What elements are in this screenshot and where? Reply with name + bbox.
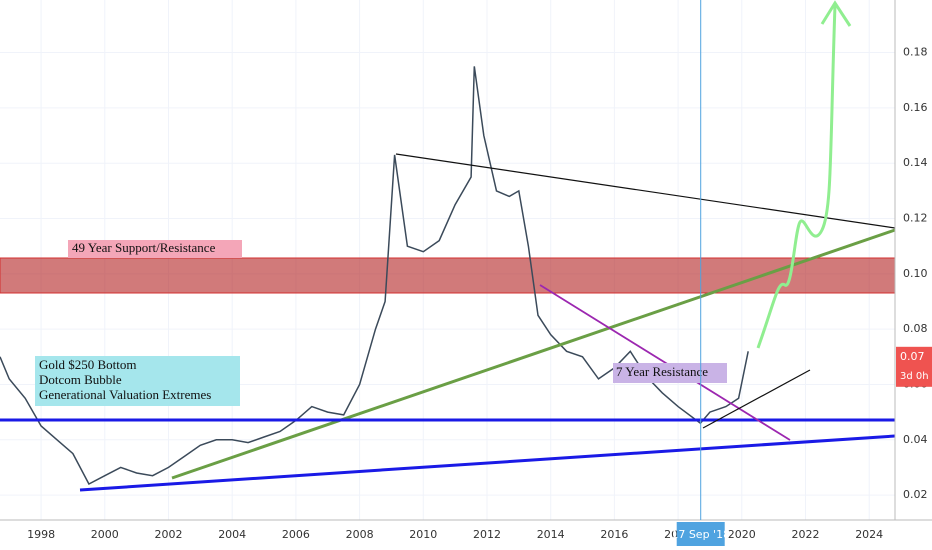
x-tick-label: 2016 <box>600 528 628 541</box>
price-tag-bg <box>896 346 932 387</box>
y-tick-label: 0.08 <box>903 322 928 335</box>
axes: 0.020.040.060.080.100.120.140.160.181998… <box>27 0 932 546</box>
label-bg <box>35 356 240 406</box>
annotation: 7 Year Resistance <box>616 364 708 379</box>
y-tick-label: 0.14 <box>903 156 928 169</box>
arrow-head <box>820 0 852 27</box>
y-tick-label: 0.18 <box>903 46 928 59</box>
x-tick-label: 2008 <box>346 528 374 541</box>
x-tick-label: 2024 <box>855 528 883 541</box>
trendline <box>539 284 791 441</box>
x-tick-label: 2010 <box>409 528 437 541</box>
projection-arrow <box>756 4 837 349</box>
x-tick-label: 2004 <box>218 528 246 541</box>
x-tick-label: 2022 <box>792 528 820 541</box>
trendline <box>79 434 896 492</box>
annotation: Generational Valuation Extremes <box>39 387 211 402</box>
support-zone <box>0 257 896 294</box>
annotation: Gold $250 Bottom <box>39 357 137 372</box>
label-bg <box>613 363 727 383</box>
x-tick-label: 2020 <box>728 528 756 541</box>
x-tick-label: 2014 <box>537 528 565 541</box>
trendline <box>702 369 811 429</box>
y-tick-label: 0.16 <box>903 101 928 114</box>
trendline <box>395 153 896 229</box>
x-tick-label: 2006 <box>282 528 310 541</box>
x-tick-label: 2002 <box>154 528 182 541</box>
annotation: Dotcom Bubble <box>39 372 122 387</box>
crosshair-label-bg <box>676 522 725 546</box>
price-tag: 0.07 <box>900 350 925 363</box>
x-tick-label: 2000 <box>91 528 119 541</box>
trendline <box>171 228 896 480</box>
y-tick-label: 0.02 <box>903 488 928 501</box>
x-tick-label: 1998 <box>27 528 55 541</box>
y-tick-label: 0.12 <box>903 212 928 225</box>
annotation: 49 Year Support/Resistance <box>72 240 216 255</box>
crosshair-label: 17 Sep '18 <box>671 528 730 541</box>
y-tick-label: 0.04 <box>903 433 928 446</box>
x-tick-label: 2012 <box>473 528 501 541</box>
y-tick-label: 0.10 <box>903 267 928 280</box>
price-series <box>0 66 749 486</box>
price-line <box>0 66 749 486</box>
countdown: 3d 0h <box>900 371 929 382</box>
label-bg <box>68 240 242 258</box>
